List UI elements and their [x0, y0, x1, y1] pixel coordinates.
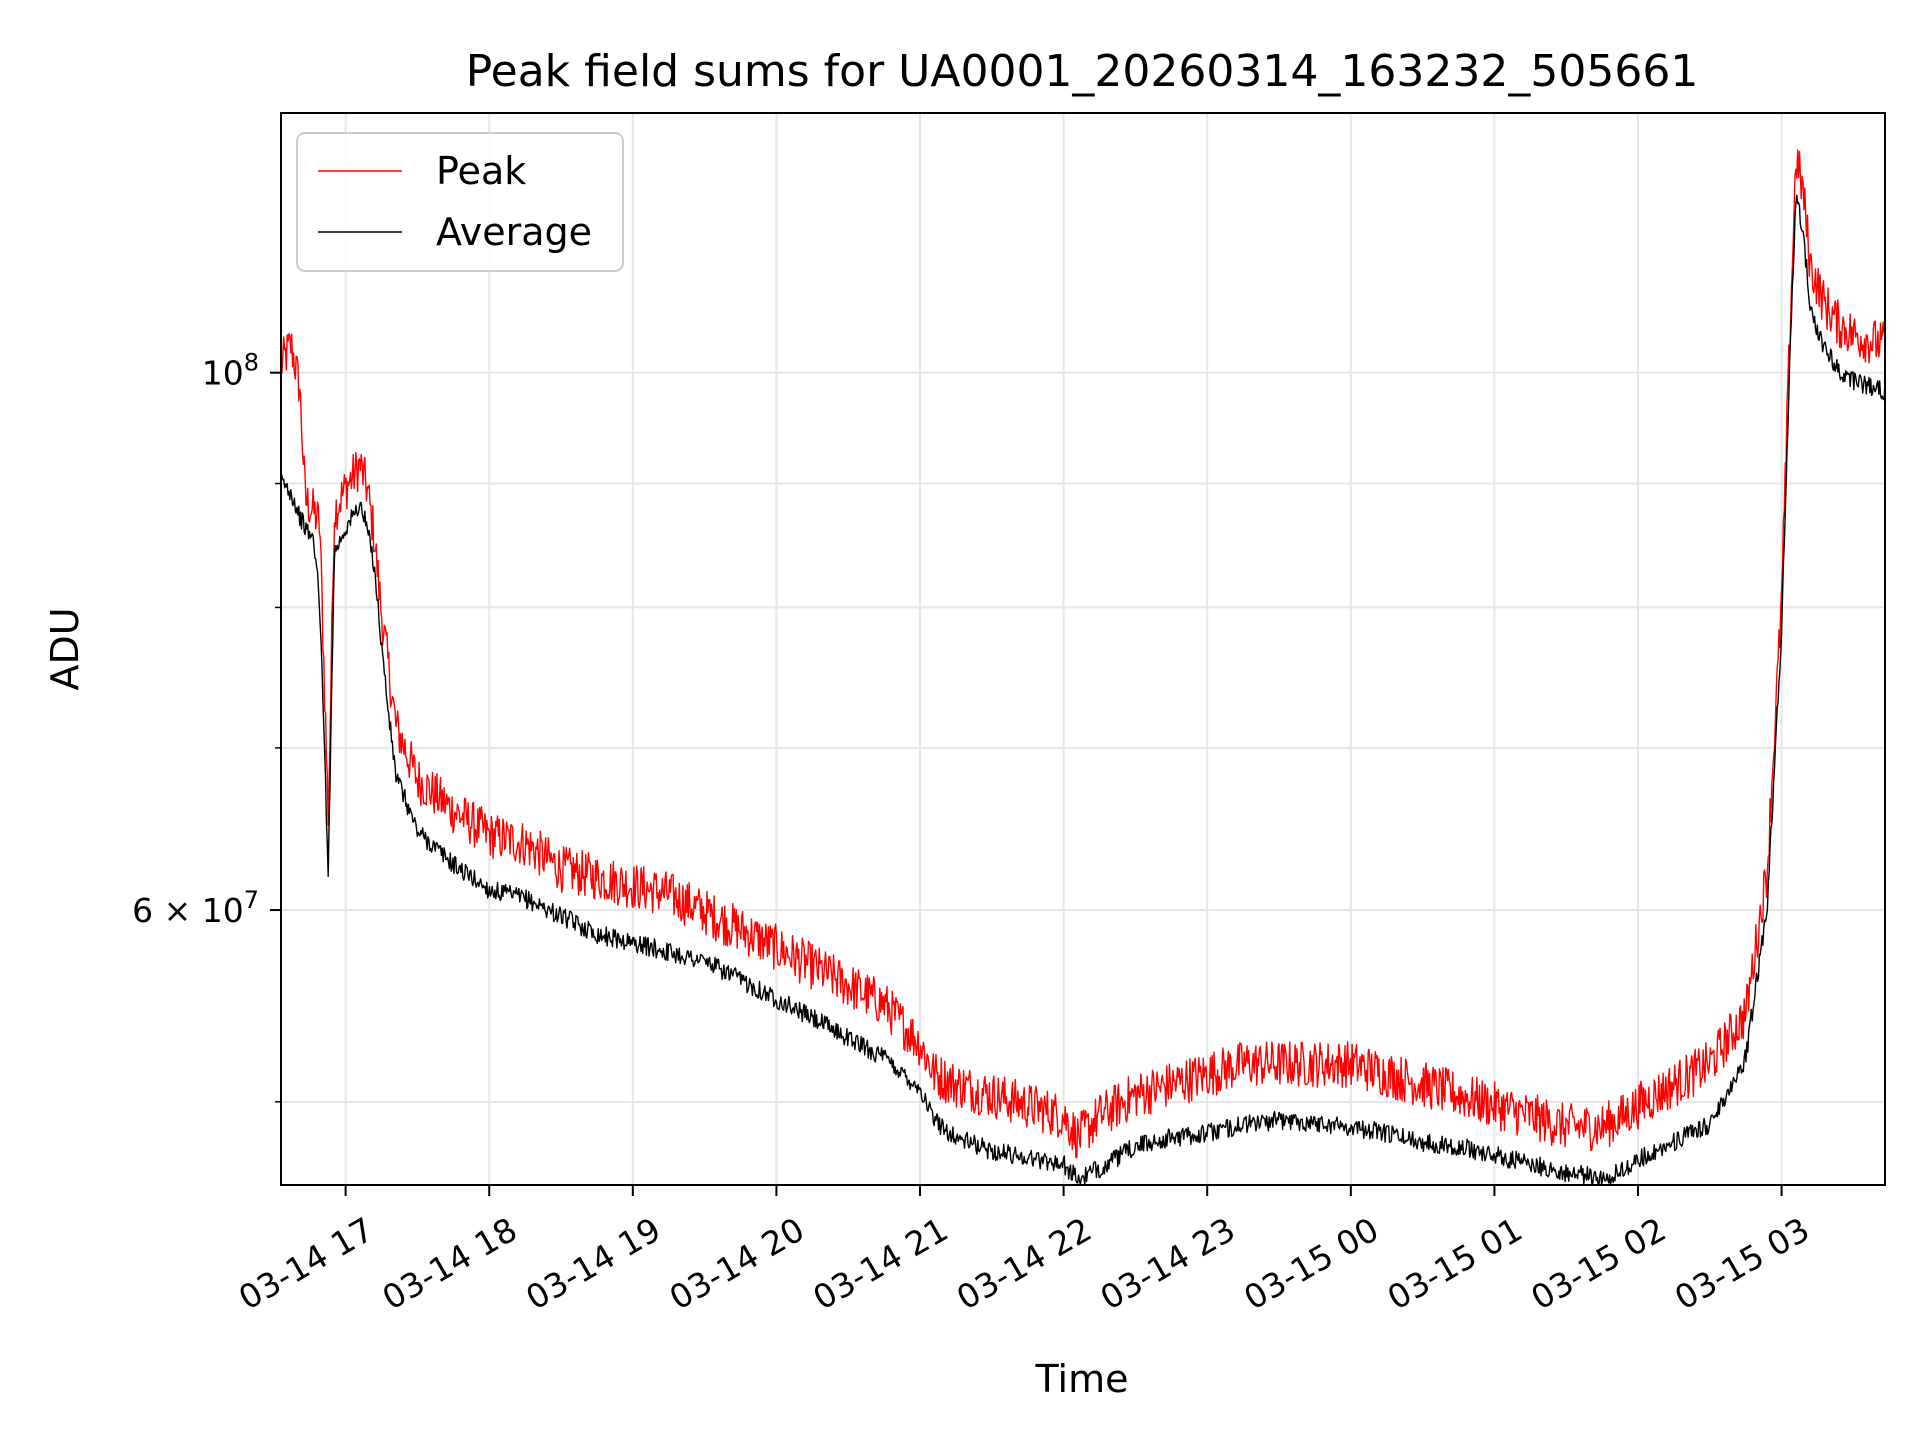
- plot-frame: [280, 112, 1886, 1186]
- series-line-average: [281, 194, 1885, 1185]
- y-tick-label: 108: [202, 349, 259, 393]
- x-axis-label: Time: [1035, 1357, 1129, 1401]
- y-axis-ticks: 6 × 107 108: [132, 349, 281, 1103]
- legend-label-average: Average: [436, 210, 592, 254]
- series-layer: [281, 149, 1885, 1185]
- series-line-peak: [281, 149, 1885, 1159]
- y-tick-label: 6 × 107: [132, 886, 259, 930]
- y-axis-label: ADU: [43, 607, 87, 690]
- chart-title: Peak field sums for UA0001_20260314_1632…: [466, 46, 1699, 97]
- legend-box: [296, 132, 624, 272]
- legend: Peak Average: [296, 132, 624, 272]
- legend-label-peak: Peak: [436, 149, 526, 193]
